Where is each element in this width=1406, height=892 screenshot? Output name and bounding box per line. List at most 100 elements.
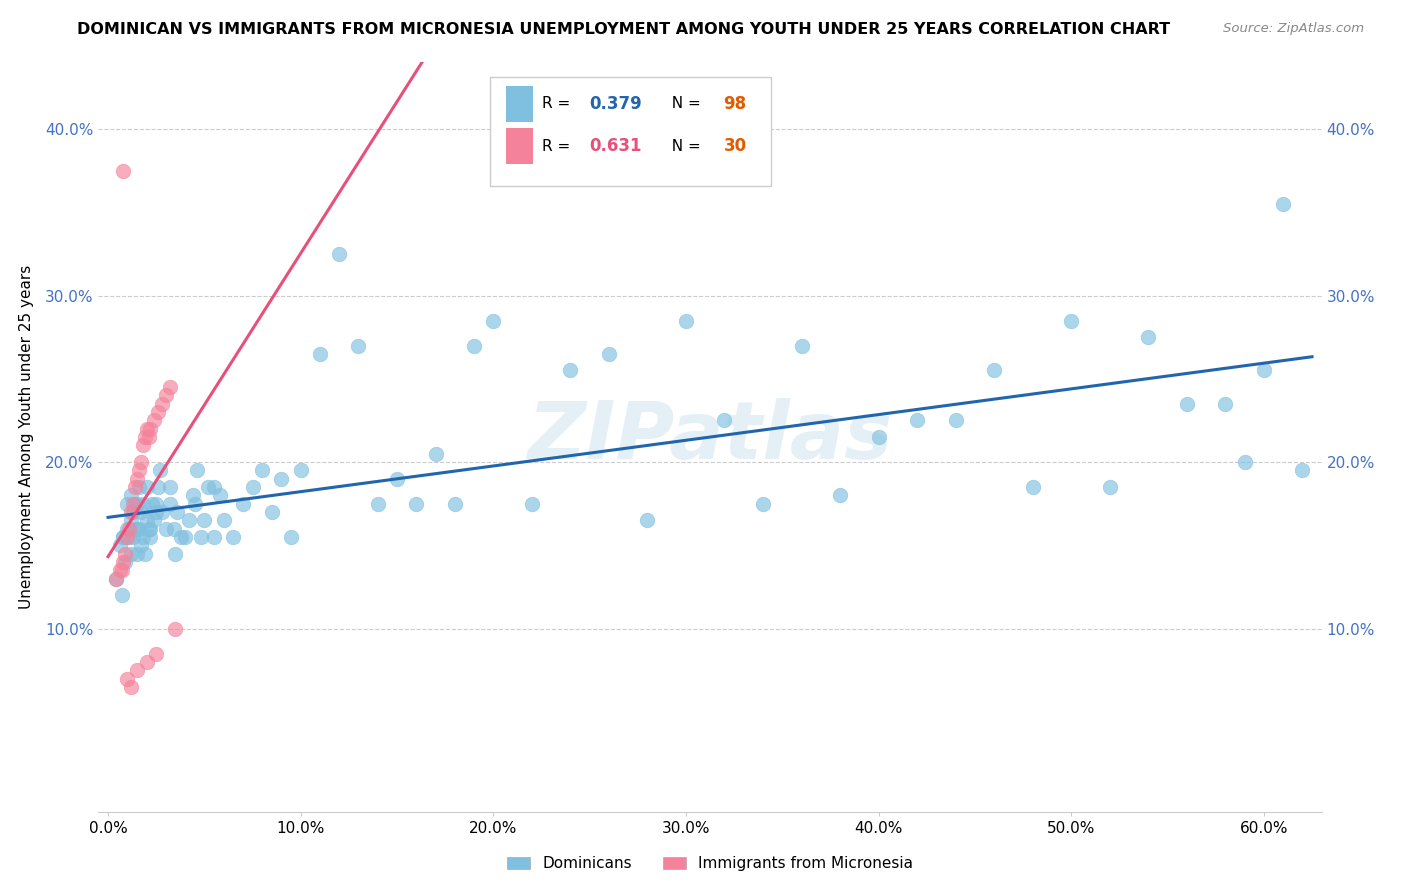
Point	[177, 513, 200, 527]
Point	[125, 497, 148, 511]
Text: ZIPatlas: ZIPatlas	[527, 398, 893, 476]
Point	[174, 530, 197, 544]
Point	[159, 380, 181, 394]
Point	[790, 338, 813, 352]
Point	[309, 347, 332, 361]
Point	[1021, 480, 1043, 494]
Point	[134, 547, 156, 561]
Point	[125, 522, 148, 536]
Point	[112, 555, 135, 569]
Point	[675, 313, 697, 327]
Point	[145, 647, 167, 661]
Point	[132, 530, 155, 544]
Point	[560, 363, 582, 377]
Point	[186, 463, 208, 477]
Point	[139, 530, 162, 544]
Point	[122, 497, 145, 511]
Point	[1060, 313, 1083, 327]
Point	[166, 505, 188, 519]
Point	[138, 430, 160, 444]
Point	[125, 472, 148, 486]
Point	[117, 530, 139, 544]
Point	[104, 572, 127, 586]
Point	[124, 497, 146, 511]
Point	[143, 513, 166, 527]
Point	[155, 388, 177, 402]
Point	[1291, 463, 1313, 477]
Point	[202, 480, 225, 494]
Point	[112, 163, 135, 178]
Point	[112, 530, 135, 544]
Point	[425, 447, 447, 461]
Point	[120, 488, 142, 502]
Text: 0.631: 0.631	[589, 137, 641, 155]
Point	[128, 522, 150, 536]
Point	[280, 530, 302, 544]
Point	[184, 497, 207, 511]
Point	[1253, 363, 1275, 377]
Point	[120, 680, 142, 694]
Point	[124, 522, 146, 536]
Point	[114, 547, 136, 561]
FancyBboxPatch shape	[489, 78, 772, 186]
Point	[165, 622, 187, 636]
Point	[150, 397, 173, 411]
Point	[128, 463, 150, 477]
Point	[1213, 397, 1236, 411]
Point	[112, 530, 135, 544]
Point	[139, 422, 162, 436]
Legend: Dominicans, Immigrants from Micronesia: Dominicans, Immigrants from Micronesia	[499, 848, 921, 879]
Point	[139, 522, 162, 536]
Y-axis label: Unemployment Among Youth under 25 years: Unemployment Among Youth under 25 years	[18, 265, 34, 609]
Point	[868, 430, 890, 444]
Point	[190, 530, 212, 544]
Point	[197, 480, 219, 494]
Point	[482, 313, 505, 327]
Point	[181, 488, 204, 502]
Text: 30: 30	[724, 137, 747, 155]
Point	[328, 247, 350, 261]
Point	[155, 522, 177, 536]
Point	[146, 405, 169, 419]
Point	[270, 472, 292, 486]
Point	[135, 422, 157, 436]
Point	[143, 413, 166, 427]
Point	[1272, 197, 1295, 211]
Point	[110, 563, 132, 577]
Point	[146, 480, 169, 494]
Point	[1137, 330, 1160, 344]
Point	[983, 363, 1005, 377]
Point	[110, 588, 132, 602]
Point	[367, 497, 389, 511]
Point	[145, 497, 167, 511]
Point	[128, 480, 150, 494]
Point	[108, 563, 131, 577]
Point	[117, 497, 139, 511]
Text: 98: 98	[724, 95, 747, 112]
Point	[114, 555, 136, 569]
Point	[135, 513, 157, 527]
Text: N =: N =	[662, 96, 706, 112]
Point	[242, 480, 264, 494]
Point	[122, 505, 145, 519]
Text: DOMINICAN VS IMMIGRANTS FROM MICRONESIA UNEMPLOYMENT AMONG YOUTH UNDER 25 YEARS : DOMINICAN VS IMMIGRANTS FROM MICRONESIA …	[77, 22, 1170, 37]
Point	[118, 522, 141, 536]
Point	[1175, 397, 1198, 411]
Point	[385, 472, 408, 486]
Point	[713, 413, 735, 427]
Point	[752, 497, 775, 511]
Point	[129, 505, 152, 519]
Point	[520, 497, 543, 511]
Point	[202, 530, 225, 544]
Point	[598, 347, 620, 361]
Point	[108, 538, 131, 552]
Point	[170, 530, 193, 544]
Point	[347, 338, 370, 352]
Point	[149, 463, 172, 477]
Text: 0.379: 0.379	[589, 95, 641, 112]
Point	[232, 497, 254, 511]
Point	[828, 488, 851, 502]
Point	[260, 505, 283, 519]
Point	[145, 505, 167, 519]
Point	[122, 530, 145, 544]
